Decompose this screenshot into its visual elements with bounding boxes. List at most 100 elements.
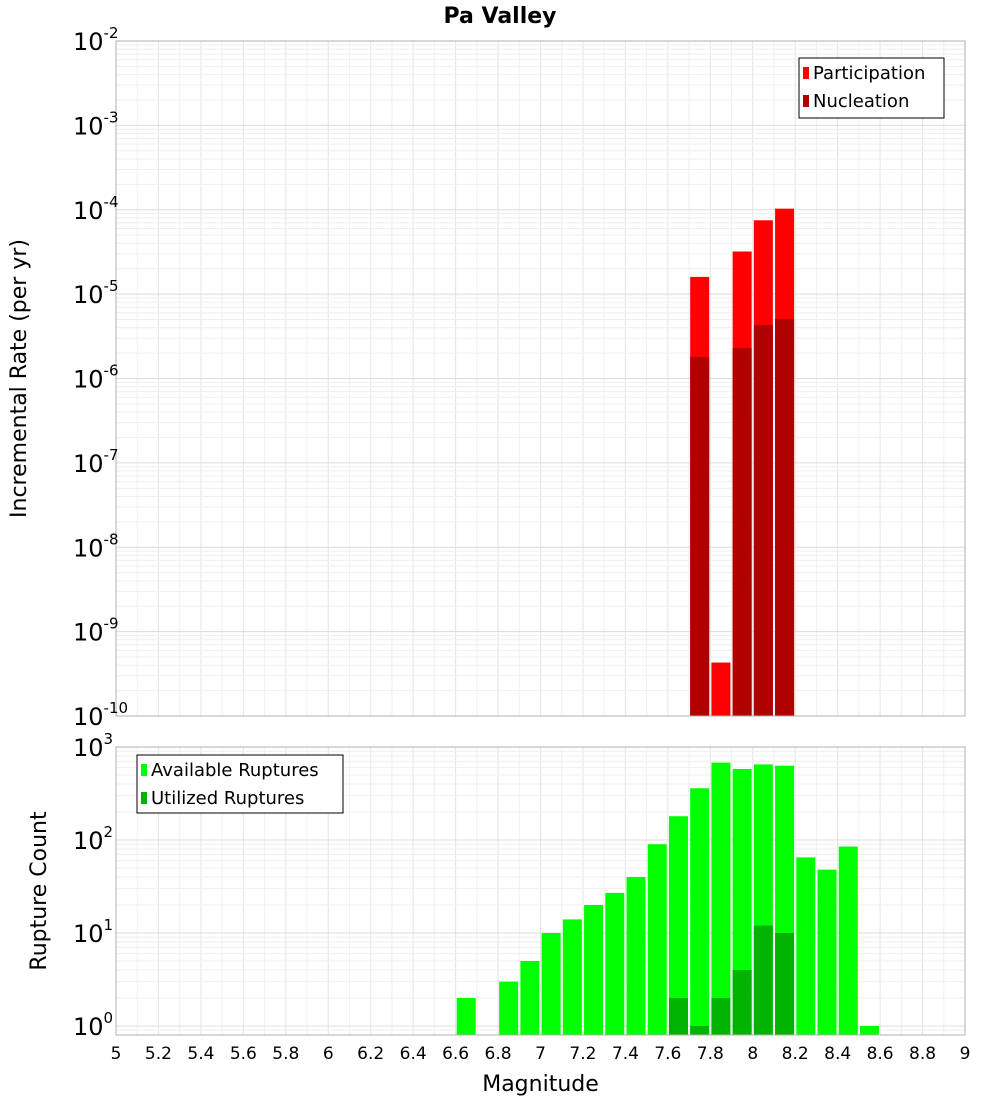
- available-ruptures-bar: [499, 981, 519, 1035]
- legend-swatch: [803, 67, 809, 79]
- legend-box: [798, 57, 945, 119]
- plot-frame: [115, 40, 966, 717]
- nucleation-bar: [690, 356, 710, 716]
- x-tick-label: 7.2: [569, 1044, 596, 1064]
- y-tick-base: 10: [73, 534, 104, 562]
- y-tick-label: 10-7: [73, 446, 119, 478]
- available-ruptures-bar: [668, 816, 688, 1035]
- participation-bar: [711, 662, 731, 716]
- utilized-ruptures-bar: [690, 1025, 710, 1035]
- legend-box: [136, 754, 344, 814]
- y-tick-label: 10-8: [73, 530, 119, 562]
- available-ruptures-bar: [838, 846, 858, 1035]
- y-tick-exponent: -7: [104, 446, 119, 464]
- y-tick-base: 10: [73, 734, 104, 762]
- y-tick-exponent: -2: [104, 24, 119, 42]
- x-tick-label: 5.2: [145, 1044, 172, 1064]
- y-tick-exponent: -5: [104, 277, 119, 295]
- y-tick-label: 10-9: [73, 615, 119, 647]
- available-ruptures-bar: [562, 919, 582, 1035]
- y-tick-base: 10: [73, 197, 104, 225]
- x-tick-label: 8.8: [909, 1044, 936, 1064]
- y-tick-base: 10: [73, 112, 104, 140]
- y-axis-title: Rupture Count: [27, 811, 52, 971]
- y-tick-base: 10: [73, 827, 104, 855]
- y-tick-label: 10-6: [73, 362, 119, 394]
- x-tick-label: 7.6: [654, 1044, 681, 1064]
- y-tick-label: 10-2: [73, 24, 119, 56]
- plot-frame: [115, 746, 966, 1036]
- x-tick-label: 6.2: [357, 1044, 384, 1064]
- nucleation-bar: [775, 318, 795, 716]
- x-tick-label: 6.6: [442, 1044, 469, 1064]
- utilized-ruptures-bar: [775, 932, 795, 1035]
- available-ruptures-bar: [796, 857, 816, 1035]
- legend-swatch: [141, 792, 147, 804]
- y-tick-base: 10: [73, 450, 104, 478]
- legend-label: Participation: [813, 63, 925, 84]
- available-ruptures-bar: [626, 877, 646, 1035]
- y-tick-label: 102: [73, 823, 113, 855]
- y-tick-base: 10: [73, 28, 104, 56]
- x-tick-label: 8.2: [782, 1044, 809, 1064]
- x-tick-label: 7.8: [697, 1044, 724, 1064]
- legend-count: Available Ruptures Utilized Ruptures: [136, 754, 344, 814]
- y-tick-label: 10-3: [73, 108, 119, 140]
- utilized-ruptures-bar: [732, 969, 752, 1035]
- y-tick-label: 100: [73, 1009, 113, 1041]
- y-tick-exponent: -10: [104, 699, 129, 717]
- available-ruptures-bar: [541, 932, 561, 1035]
- y-tick-base: 10: [73, 281, 104, 309]
- chart-title: Pa Valley: [443, 4, 556, 29]
- y-tick-exponent: 1: [104, 916, 114, 934]
- x-tick-label: 7.4: [612, 1044, 639, 1064]
- y-tick-base: 10: [73, 920, 104, 948]
- available-ruptures-bar: [711, 762, 731, 1035]
- rate-plot: 10-210-310-410-510-610-710-810-910-10Inc…: [7, 24, 966, 731]
- y-tick-base: 10: [73, 1013, 104, 1041]
- x-tick-label: 5.4: [187, 1044, 214, 1064]
- utilized-ruptures-bar: [753, 925, 773, 1035]
- utilized-ruptures-bar: [668, 997, 688, 1035]
- legend-rate: Participation Nucleation: [798, 57, 945, 119]
- y-tick-exponent: -4: [104, 193, 119, 211]
- y-axis-title: Incremental Rate (per yr): [7, 239, 32, 518]
- x-tick-label: 5.8: [272, 1044, 299, 1064]
- legend-label: Utilized Ruptures: [151, 788, 304, 809]
- y-tick-exponent: -3: [104, 108, 119, 126]
- x-tick-label: 6.4: [400, 1044, 427, 1064]
- y-tick-base: 10: [73, 619, 104, 647]
- available-ruptures-bar: [520, 960, 540, 1035]
- available-ruptures-bar: [456, 997, 476, 1035]
- utilized-ruptures-bar: [711, 997, 731, 1035]
- legend-label: Nucleation: [813, 91, 909, 112]
- y-tick-exponent: -9: [104, 615, 119, 633]
- available-ruptures-bar: [605, 892, 625, 1035]
- x-tick-label: 9: [960, 1044, 971, 1064]
- available-ruptures-bar: [817, 869, 837, 1035]
- available-ruptures-bar: [647, 844, 667, 1035]
- y-tick-base: 10: [73, 366, 104, 394]
- legend-swatch: [141, 764, 147, 776]
- y-tick-label: 10-10: [73, 699, 128, 731]
- nucleation-bar: [732, 347, 752, 716]
- y-tick-label: 103: [73, 730, 113, 762]
- x-tick-label: 6: [323, 1044, 334, 1064]
- y-tick-label: 10-5: [73, 277, 119, 309]
- legend-swatch: [803, 95, 809, 107]
- x-axis-title: Magnitude: [482, 1072, 599, 1097]
- x-tick-label: 5: [111, 1044, 122, 1064]
- available-ruptures-bar: [859, 1025, 879, 1035]
- x-tick-label: 5.6: [230, 1044, 257, 1064]
- y-tick-exponent: -8: [104, 530, 119, 548]
- y-tick-exponent: 2: [104, 823, 114, 841]
- y-tick-exponent: 0: [104, 1009, 114, 1027]
- available-ruptures-bar: [584, 904, 604, 1035]
- y-tick-base: 10: [73, 703, 104, 731]
- nucleation-bar: [753, 325, 773, 716]
- x-tick-label: 6.8: [485, 1044, 512, 1064]
- available-ruptures-bar: [690, 788, 710, 1035]
